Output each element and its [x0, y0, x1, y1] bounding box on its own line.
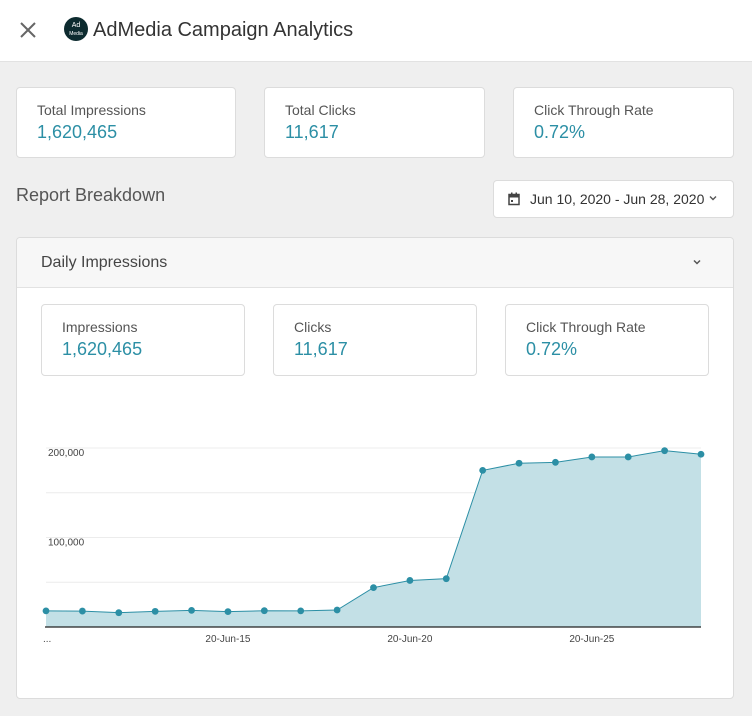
calendar-icon [508, 192, 520, 206]
data-point [333, 606, 341, 614]
chevron-down-icon [693, 259, 701, 265]
data-point [442, 575, 450, 583]
summary-label: Click Through Rate [534, 102, 654, 118]
stat-label: Click Through Rate [526, 319, 646, 335]
stat-label: Impressions [62, 319, 138, 335]
data-point [42, 607, 50, 615]
close-button[interactable] [16, 18, 40, 42]
stat-value: 11,617 [294, 339, 348, 359]
daily-impressions-panel: Daily Impressions Impressions 1,620,465 … [16, 237, 734, 699]
data-point [588, 453, 596, 461]
data-point [188, 606, 195, 614]
y-tick-label: 100,000 [48, 538, 85, 549]
data-point [661, 447, 669, 455]
panel-stat-clicks: Clicks 11,617 [273, 304, 477, 376]
panel-stat-ctr: Click Through Rate 0.72% [505, 304, 709, 376]
data-point [297, 607, 305, 615]
logo-subtext: Media [69, 31, 83, 37]
logo-text: Ad [71, 22, 81, 29]
data-point [479, 466, 487, 474]
app-logo: Ad Media [64, 17, 88, 41]
y-tick-label: 200,000 [48, 448, 85, 459]
summary-card-clicks: Total Clicks 11,617 [264, 87, 485, 158]
x-tick-label: 20-Jun-20 [387, 634, 432, 645]
data-point [624, 453, 632, 461]
panel-title: Daily Impressions [41, 254, 168, 271]
data-point [151, 607, 159, 615]
stat-label: Clicks [294, 319, 332, 335]
data-point [552, 458, 559, 466]
data-point [115, 609, 123, 617]
panel-stat-impressions: Impressions 1,620,465 [41, 304, 245, 376]
close-icon [20, 22, 36, 38]
app-header: Ad Media AdMedia Campaign Analytics [0, 0, 752, 62]
series-area [46, 450, 701, 627]
x-tick-label: 20-Jun-25 [569, 634, 614, 645]
data-point [406, 577, 414, 584]
stat-value: 1,620,465 [62, 339, 143, 359]
summary-value: 1,620,465 [37, 122, 118, 142]
date-range-picker[interactable]: Jun 10, 2020 - Jun 28, 2020 [493, 180, 734, 218]
data-point [224, 608, 232, 616]
x-tick-label: 20-Jun-15 [205, 634, 250, 645]
summary-card-impressions: Total Impressions 1,620,465 [16, 87, 236, 158]
app-title: AdMedia Campaign Analytics [93, 19, 354, 41]
chevron-down-icon [709, 196, 717, 201]
x-tick-label: ... [43, 634, 51, 645]
stat-value: 0.72% [526, 339, 578, 359]
summary-value: 11,617 [285, 122, 339, 142]
summary-label: Total Impressions [37, 102, 146, 118]
data-point [515, 459, 523, 467]
section-title: Report Breakdown [16, 185, 166, 205]
date-range-text: Jun 10, 2020 - Jun 28, 2020 [530, 191, 705, 207]
data-point [78, 607, 86, 615]
summary-value: 0.72% [534, 122, 586, 142]
summary-label: Total Clicks [285, 102, 356, 118]
summary-card-ctr: Click Through Rate 0.72% [513, 87, 734, 158]
panel-header[interactable]: Daily Impressions [17, 238, 733, 288]
impressions-area-chart: 100,000 200,000... 20-Jun-15 20-Jun-20 20-Ju… [42, 447, 705, 645]
data-point [370, 584, 377, 592]
data-point [697, 450, 705, 458]
data-point [260, 607, 268, 615]
